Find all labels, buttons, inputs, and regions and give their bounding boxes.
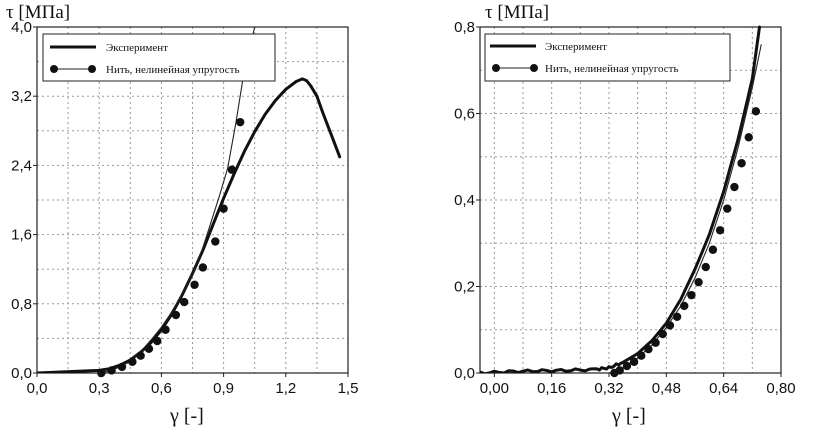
data-point-model (730, 182, 739, 192)
data-point-model (680, 301, 689, 311)
legend-right: Эксперимент Нить, нелинейная упругость (484, 33, 731, 82)
y-tick-label: 3,2 (11, 88, 32, 105)
series-right (480, 25, 762, 378)
data-point-model (701, 262, 710, 272)
x-axis-label-right: γ [-] (611, 405, 646, 427)
x-tick-label: 0,32 (594, 380, 623, 397)
series-line-model (612, 44, 762, 373)
legend-box-left (42, 33, 276, 82)
x-axis-label-left: γ [-] (169, 405, 204, 427)
y-tick-label: 0,6 (454, 106, 475, 123)
y-tick-label: 0,0 (454, 365, 475, 382)
data-point-model (235, 117, 245, 127)
x-tick-label: 0,80 (766, 380, 795, 397)
data-point-model (622, 361, 632, 371)
data-point-model (615, 366, 624, 375)
legend-box-right (484, 33, 731, 82)
data-point-model (708, 245, 718, 254)
legend-left: Эксперимент Нить, нелинейная упругость (42, 33, 276, 82)
legend-marker-model-left-a (50, 65, 58, 73)
x-tick-label: 0,48 (652, 380, 681, 397)
y-tick-label: 4,0 (11, 19, 32, 36)
legend-marker-model-left-b (88, 65, 96, 73)
data-point-model (672, 312, 682, 321)
legend-label-experiment-left: Эксперимент (106, 42, 168, 54)
x-tick-label: 1,5 (338, 380, 359, 397)
data-point-model (651, 338, 660, 347)
data-point-model (227, 165, 237, 174)
y-axis-label-left: τ [МПа] (6, 2, 70, 23)
ticks-right: 0,00 0,16 0,32 0,48 0,64 0,80 0,0 0,2 0,4 0,6 0,8 (454, 19, 795, 397)
data-point-model (644, 345, 653, 354)
y-axis-label-right: τ [МПа] (485, 2, 549, 23)
x-tick-label: 0,64 (709, 380, 738, 397)
data-point-model (198, 263, 208, 272)
x-tick-label: 0,0 (27, 380, 48, 397)
legend-marker-model-right-a (492, 64, 500, 72)
plot-frame-left (36, 26, 349, 374)
data-point-model (723, 204, 732, 213)
data-point-model (144, 344, 154, 353)
x-tick-label: 0,3 (89, 380, 110, 397)
data-point-model (153, 336, 162, 346)
data-point-model (687, 290, 696, 300)
x-tick-label: 0,6 (151, 380, 172, 397)
data-point-model (694, 277, 703, 287)
data-point-model (128, 357, 137, 366)
data-point-model (190, 280, 199, 289)
ticks-left: 0,0 0,3 0,6 0,9 1,2 1,5 0,0 0,8 1,6 2,4 3,2 4,0 (11, 19, 358, 397)
series-line-experiment (37, 77, 342, 373)
data-point-model (744, 133, 753, 142)
data-point-model (629, 357, 639, 366)
data-point-model (637, 351, 646, 360)
chart-left: 0,0 0,3 0,6 0,9 1,2 1,5 0,0 0,8 1,6 2,4 3,2 4,0 τ [… (6, 2, 358, 427)
data-point-model (171, 310, 181, 320)
data-point-model (180, 297, 189, 307)
y-tick-label: 0,8 (11, 296, 32, 313)
x-tick-label: 0,16 (537, 380, 566, 397)
chart-right: 0,00 0,16 0,32 0,48 0,64 0,800,00,20,40,60,8 … (454, 2, 795, 427)
data-point-model (219, 204, 228, 213)
x-tick-label: 1,2 (275, 380, 296, 397)
data-point-model (211, 237, 220, 246)
data-point-model (658, 329, 667, 339)
data-point-model (161, 325, 170, 334)
y-tick-label: 2,4 (11, 157, 32, 174)
legend-label-experiment-right: Эксперимент (545, 41, 607, 53)
series-line-model (99, 26, 256, 373)
data-point-model (715, 226, 725, 235)
data-point-model (737, 159, 746, 168)
data-point-model (107, 366, 116, 375)
x-tick-label: 0,00 (480, 380, 509, 397)
x-tick-label: 0,9 (213, 380, 234, 397)
y-tick-label: 0,8 (454, 19, 475, 36)
y-tick-label: 0,2 (454, 279, 475, 296)
y-tick-label: 0,4 (454, 192, 475, 209)
data-point-model (751, 107, 761, 116)
legend-label-model-right: Нить, нелинейная упругость (545, 63, 679, 75)
legend-label-model-left: Нить, нелинейная упругость (106, 64, 240, 76)
data-point-model (117, 362, 127, 372)
data-point-model (665, 321, 675, 330)
y-tick-label: 0,0 (11, 365, 32, 382)
legend-marker-model-right-b (530, 64, 538, 72)
data-point-model (136, 351, 145, 360)
data-point-model (97, 368, 106, 378)
series-left (37, 26, 342, 378)
y-tick-label: 1,6 (11, 227, 32, 244)
